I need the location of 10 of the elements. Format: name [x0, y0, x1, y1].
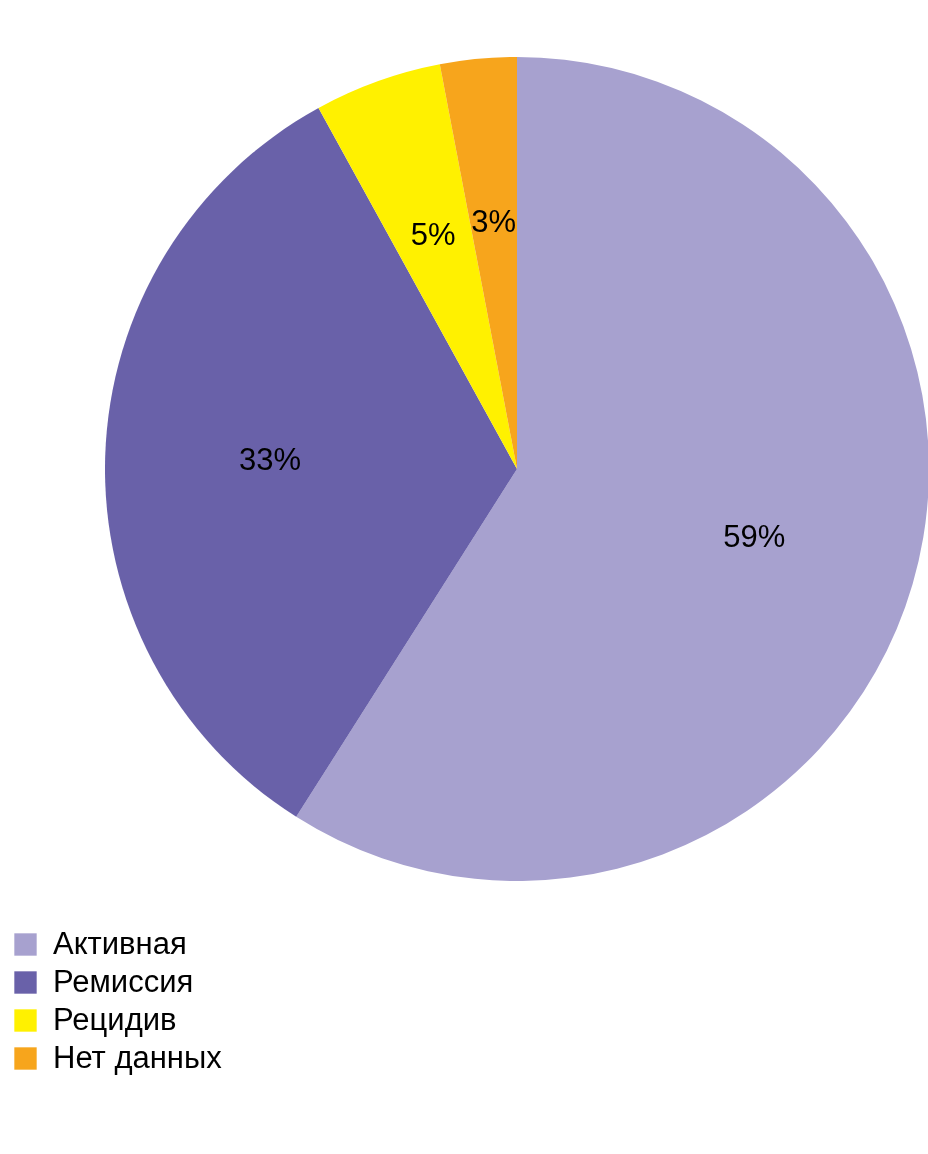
data-label: 5% — [410, 217, 456, 253]
legend-label: Активная — [53, 925, 187, 961]
pie-slice — [318, 64, 517, 469]
data-label: 3% — [471, 203, 517, 239]
data-label: 59% — [723, 518, 786, 554]
data-label: 33% — [238, 442, 301, 478]
legend-label: Рецидив — [53, 1001, 177, 1037]
pie-slice — [105, 107, 517, 817]
legend-label: Ремиссия — [53, 963, 194, 999]
legend-label: Нет данных — [53, 1039, 223, 1075]
